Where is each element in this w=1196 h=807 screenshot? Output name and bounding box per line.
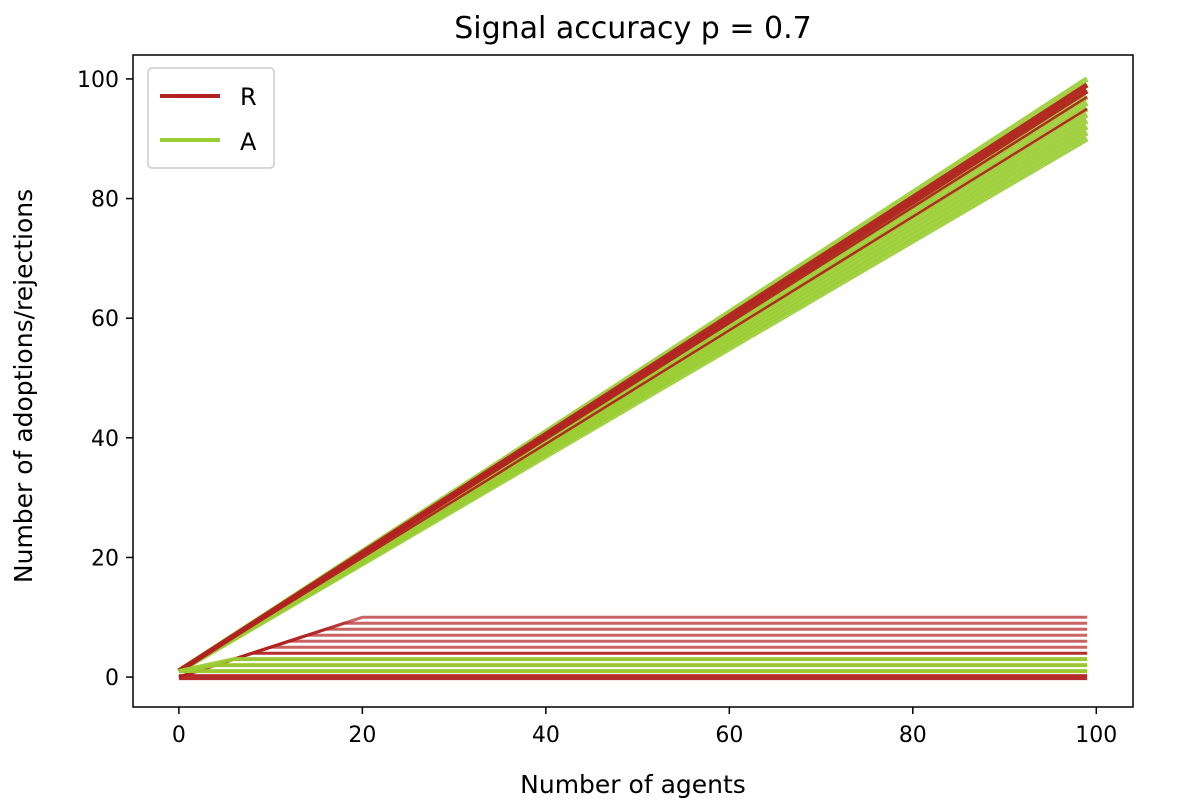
y-tick-label: 0 [105,666,119,691]
plot-lines [177,76,1089,681]
legend-label-a: A [240,128,257,156]
legend: R A [147,67,275,169]
y-tick-label: 20 [91,546,119,571]
x-tick-label: 40 [532,723,560,748]
y-tick-label: 60 [91,307,119,332]
plot-frame [132,54,1134,708]
y-axis-label: Number of adoptions/rejections [9,189,38,583]
y-tick-label: 80 [91,188,119,213]
y-tick-label: 40 [91,427,119,452]
x-tick-label: 100 [1075,723,1117,748]
x-axis-ticks: 0 20 40 60 80 100 [172,707,1117,748]
chart-title: Signal accuracy p = 0.7 [454,11,812,46]
series-r-line [178,95,1088,673]
series-a-line [177,136,1089,674]
x-axis-label: Number of agents [520,770,746,799]
y-axis-ticks: 0 20 40 60 80 100 [77,68,133,691]
series-r-line [178,107,1088,673]
series-a-line [178,657,1088,674]
y-tick-label: 100 [77,68,119,93]
x-tick-label: 0 [172,723,186,748]
x-tick-label: 60 [715,723,743,748]
x-tick-label: 80 [899,723,927,748]
legend-box [147,67,275,169]
x-tick-label: 20 [348,723,376,748]
legend-label-r: R [240,83,257,111]
